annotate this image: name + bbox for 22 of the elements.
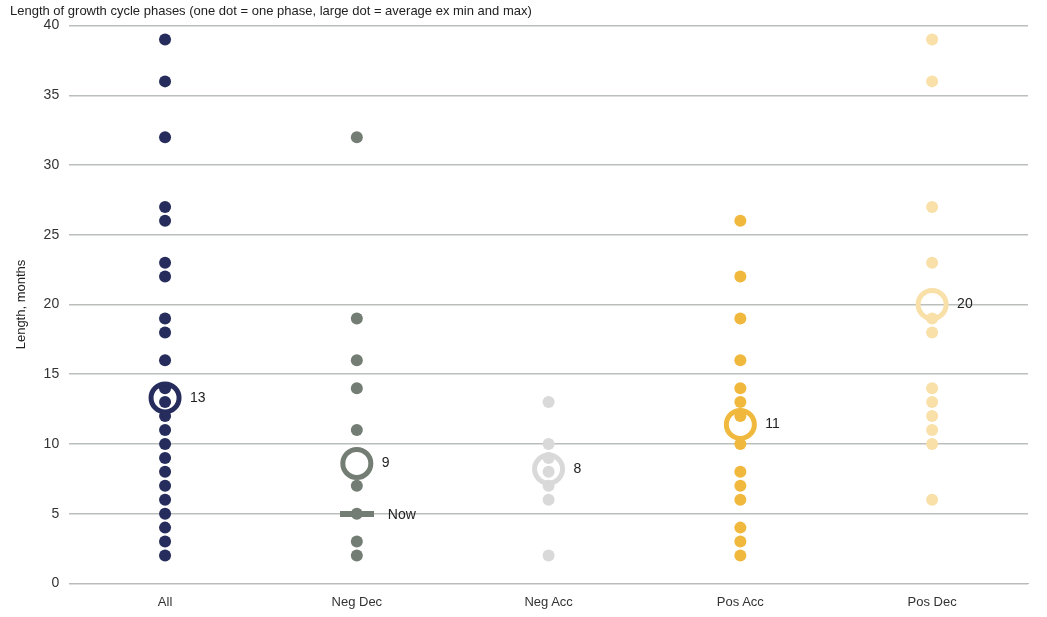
x-tick-label: Neg Acc xyxy=(524,593,574,609)
data-label: 20 xyxy=(957,295,973,312)
y-tick-label: 5 xyxy=(51,504,60,521)
x-tick-label: All xyxy=(157,593,173,609)
annotation: Now xyxy=(387,505,417,522)
y-tick-label: 0 xyxy=(51,574,60,591)
y-tick-label: 35 xyxy=(43,86,60,103)
y-axis-title: Length, months xyxy=(13,259,29,350)
y-tick-label: 10 xyxy=(43,434,60,451)
data-label: 13 xyxy=(190,388,206,405)
x-tick-label: Pos Dec xyxy=(907,593,958,609)
y-tick-label: 20 xyxy=(43,295,60,312)
y-tick-label: 30 xyxy=(43,155,60,172)
x-tick-label: Neg Dec xyxy=(331,593,383,609)
y-tick-label: 40 xyxy=(43,16,60,33)
chart-title: Length of growth cycle phases (one dot = one phase, large dot = average ex min and max) xyxy=(10,3,532,19)
y-tick-label: 25 xyxy=(43,225,60,242)
y-tick-label: 15 xyxy=(43,365,60,382)
data-label: 8 xyxy=(573,459,582,476)
data-label: 9 xyxy=(381,454,390,471)
data-label: 11 xyxy=(765,415,781,432)
x-tick-label: Pos Acc xyxy=(716,593,765,609)
